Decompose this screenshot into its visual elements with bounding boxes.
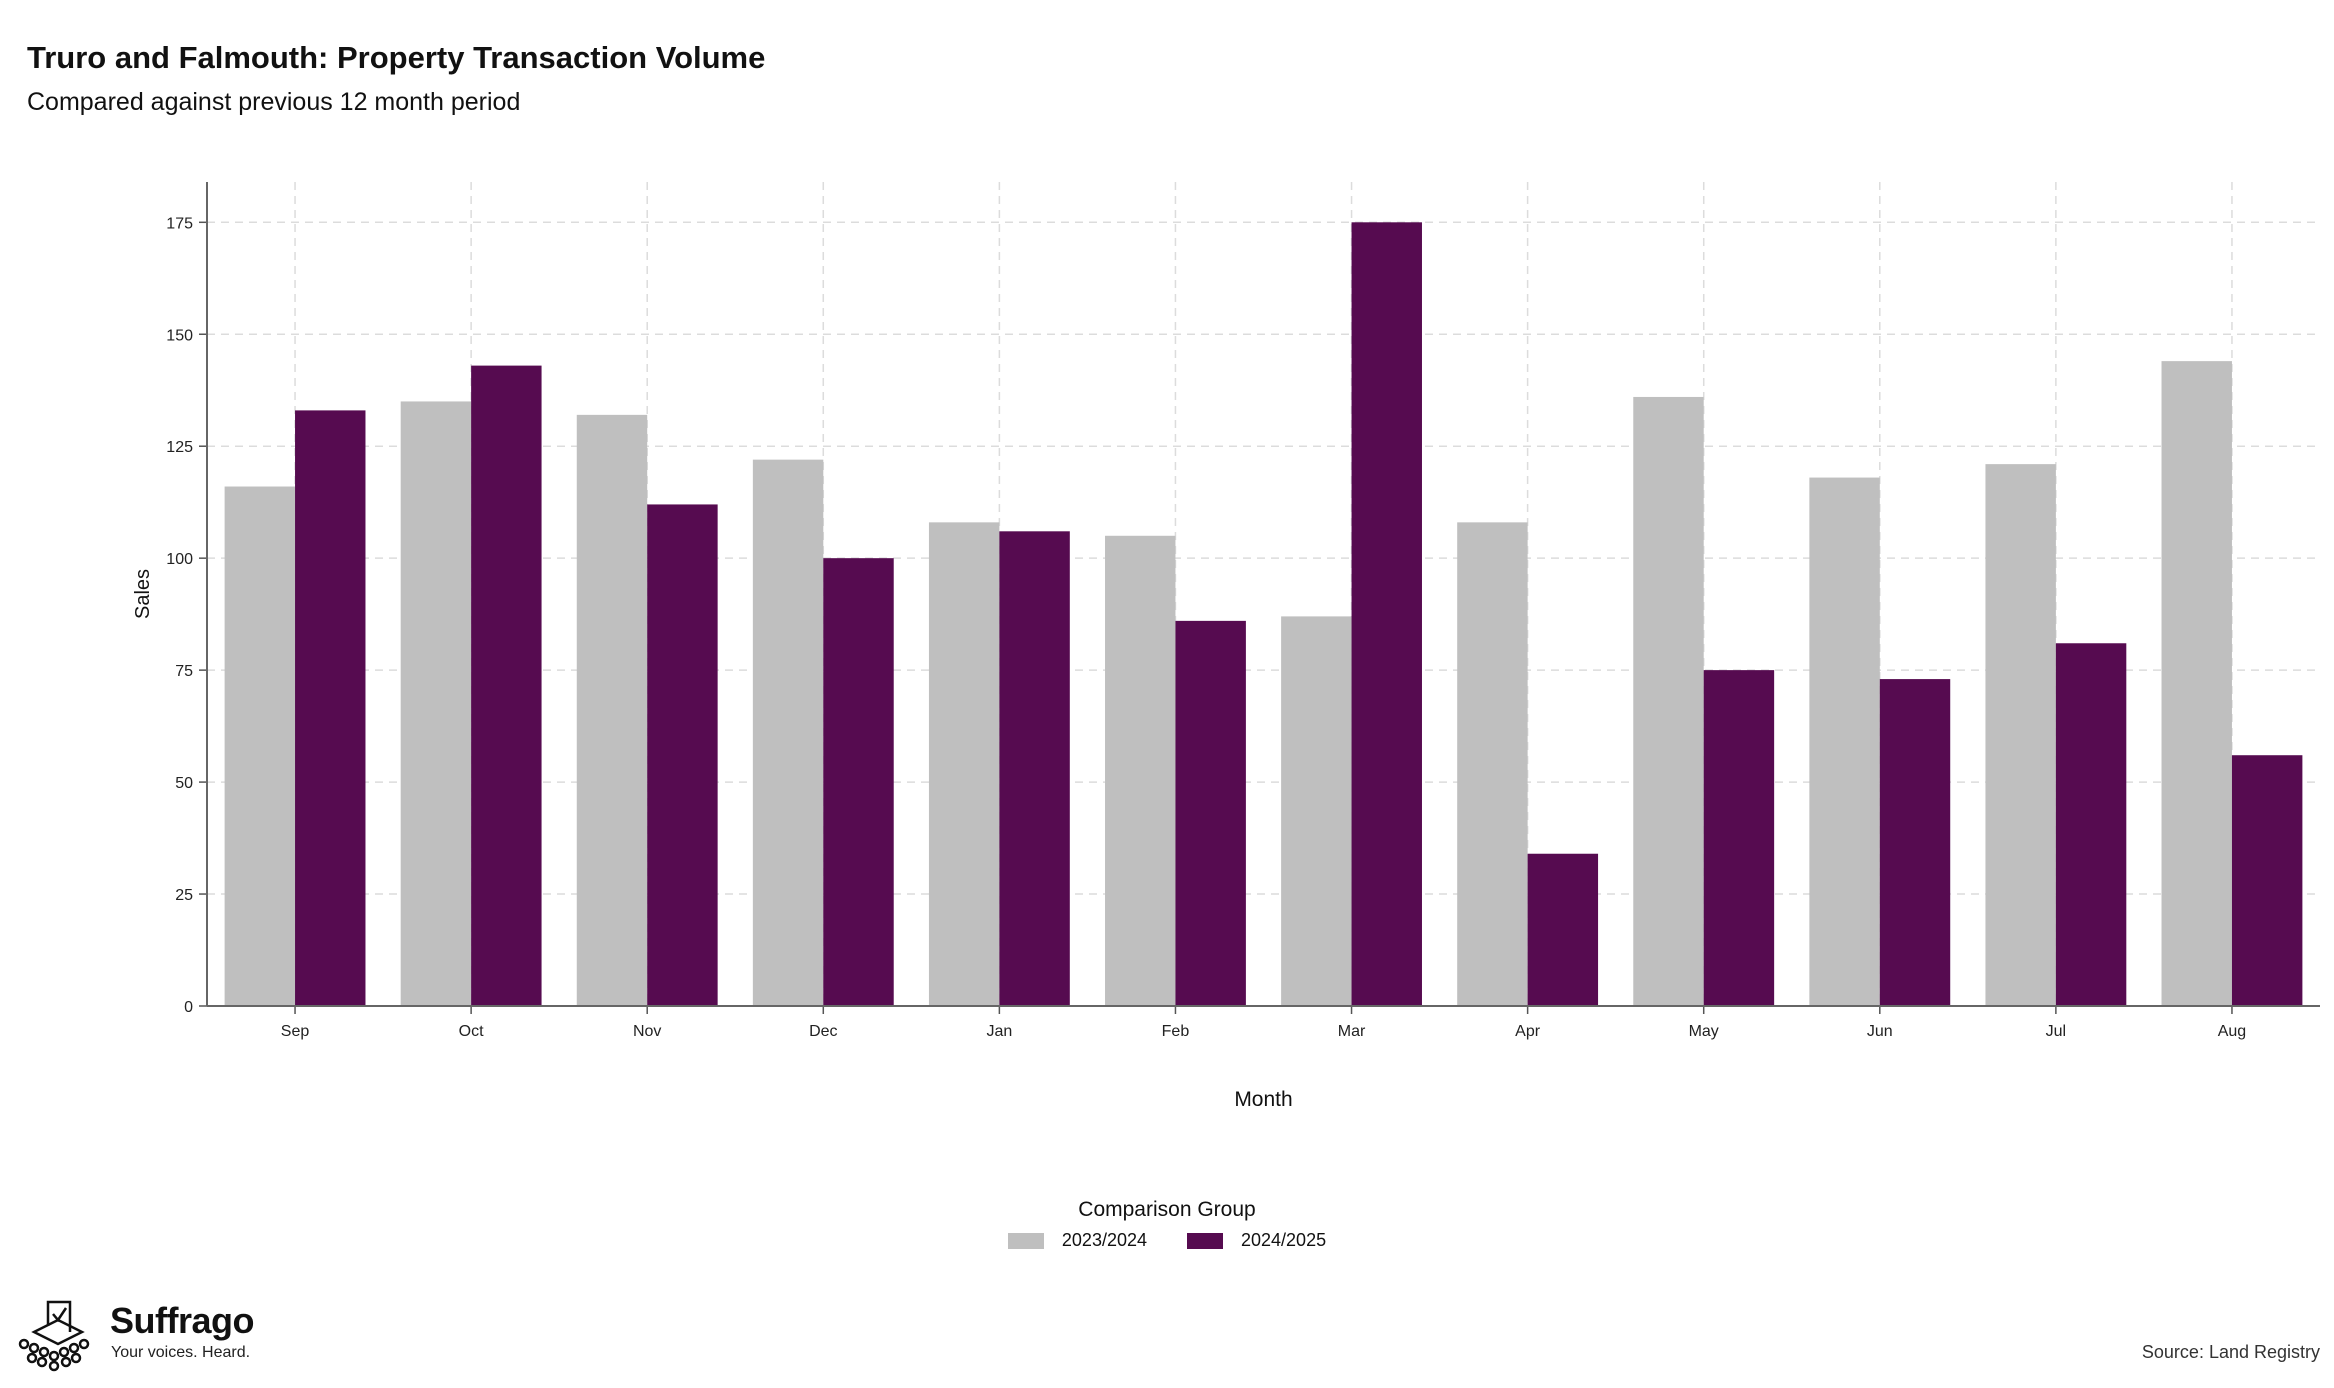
bar-2023-2024-oct (400, 401, 472, 1006)
bar-2024-2025-oct (471, 365, 542, 1006)
bar-2024-2025-jul (2055, 643, 2127, 1006)
legend-swatch-2024-2025 (1187, 1232, 1223, 1249)
bar-2024-2025-feb (1175, 620, 1246, 1006)
logo-name: Suffrago (110, 1300, 255, 1341)
bar-2023-2024-nov (576, 414, 648, 1006)
y-tick-label: 150 (166, 327, 193, 344)
bar-2023-2024-apr (1457, 522, 1528, 1006)
bar-2023-2024-mar (1281, 616, 1352, 1006)
bars (224, 222, 2303, 1007)
y-tick-label: 25 (175, 887, 193, 904)
chart-subtitle: Compared against previous 12 month perio… (27, 88, 521, 116)
bar-2024-2025-may (1703, 670, 1775, 1006)
x-tick-label: Mar (1338, 1023, 1366, 1040)
x-tick-label: Jun (1867, 1023, 1893, 1040)
bar-2024-2025-jan (999, 531, 1070, 1006)
bar-2023-2024-jan (928, 522, 1000, 1006)
bar-2023-2024-feb (1105, 535, 1176, 1006)
x-tick-label: Aug (2218, 1023, 2246, 1040)
logo-tagline: Your voices. Heard. (111, 1344, 251, 1361)
bar-2024-2025-sep (295, 410, 366, 1006)
source-note: Source: Land Registry (2141, 1342, 2320, 1362)
y-tick-label: 100 (166, 551, 193, 568)
bar-2023-2024-jul (1985, 464, 2056, 1006)
bar-2024-2025-aug (2231, 755, 2303, 1006)
bar-2023-2024-jun (1809, 477, 1880, 1007)
suffrago-logo: Suffrago Your voices. Heard. (14, 1296, 274, 1376)
y-tick-label: 175 (166, 215, 193, 232)
legend-item-2023-2024: 2023/2024 (1007, 1230, 1147, 1251)
y-tick-label: 125 (166, 439, 193, 456)
x-axis-label: Month (1234, 1088, 1292, 1111)
chart-title: Truro and Falmouth: Property Transaction… (27, 40, 766, 75)
legend-swatch-2023-2024 (1007, 1232, 1044, 1249)
axes: 0 25 50 75 100 125 150 175 Sep Oct Nov Dec Jan Feb Mar… (166, 182, 2320, 1040)
y-tick-label: 75 (175, 663, 193, 680)
bar-2024-2025-apr (1527, 853, 1599, 1006)
legend-title: Comparison Group (1078, 1198, 1256, 1221)
bar-2024-2025-jun (1879, 679, 1951, 1006)
x-tick-label: May (1689, 1023, 1719, 1040)
x-tick-label: Dec (809, 1023, 837, 1040)
x-tick-label: Oct (459, 1023, 484, 1040)
x-tick-label: Feb (1162, 1023, 1190, 1040)
bar-chart: 0 25 50 75 100 125 150 175 Sep Oct Nov Dec Jan Feb Mar… (132, 182, 2320, 1111)
bar-2024-2025-dec (823, 558, 894, 1006)
legend-item-2024-2025: 2024/2025 (1187, 1230, 1326, 1251)
y-tick-label: 50 (175, 775, 193, 792)
bar-2024-2025-nov (647, 504, 718, 1006)
legend-label-2023-2024: 2023/2024 (1061, 1230, 1147, 1250)
bar-2023-2024-dec (752, 459, 824, 1006)
x-tick-label: Jul (2046, 1023, 2066, 1040)
bar-2024-2025-mar (1351, 222, 1422, 1007)
bar-2023-2024-may (1633, 396, 1704, 1006)
bar-2023-2024-aug (2161, 361, 2232, 1006)
legend-label-2024-2025: 2024/2025 (1241, 1230, 1327, 1250)
ballot-box-icon (18, 1300, 90, 1372)
x-tick-label: Sep (281, 1023, 310, 1040)
y-axis-label: Sales (132, 569, 154, 619)
x-tick-label: Apr (1515, 1023, 1541, 1040)
x-tick-label: Jan (986, 1023, 1012, 1040)
x-tick-label: Nov (633, 1023, 661, 1040)
y-tick-label: 0 (184, 999, 193, 1016)
legend: Comparison Group 2023/2024 2024/2025 (0, 1198, 2334, 1251)
bar-2023-2024-sep (224, 486, 296, 1006)
